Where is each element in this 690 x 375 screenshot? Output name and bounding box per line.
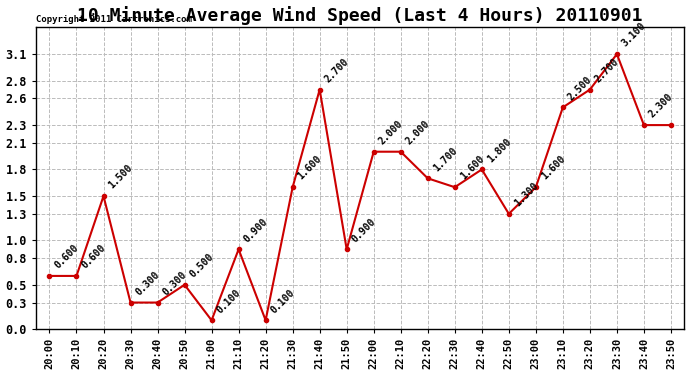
Text: 0.600: 0.600 (80, 243, 108, 271)
Text: 1.600: 1.600 (296, 154, 324, 182)
Text: 2.700: 2.700 (593, 56, 621, 84)
Text: 0.300: 0.300 (161, 269, 188, 297)
Title: 10 Minute Average Wind Speed (Last 4 Hours) 20110901: 10 Minute Average Wind Speed (Last 4 Hou… (77, 6, 643, 24)
Text: Copyright 2011 Cartronics.com: Copyright 2011 Cartronics.com (36, 15, 192, 24)
Text: 2.000: 2.000 (404, 118, 432, 146)
Text: 2.000: 2.000 (377, 118, 405, 146)
Text: 3.100: 3.100 (620, 21, 648, 49)
Text: 1.600: 1.600 (539, 154, 567, 182)
Text: 0.100: 0.100 (269, 287, 297, 315)
Text: 0.500: 0.500 (188, 252, 216, 279)
Text: 1.800: 1.800 (485, 136, 513, 164)
Text: 2.500: 2.500 (566, 74, 594, 102)
Text: 1.700: 1.700 (431, 145, 459, 173)
Text: 0.600: 0.600 (52, 243, 81, 271)
Text: 1.300: 1.300 (512, 181, 540, 209)
Text: 0.900: 0.900 (242, 216, 270, 244)
Text: 1.500: 1.500 (107, 163, 135, 191)
Text: 0.300: 0.300 (134, 269, 161, 297)
Text: 0.100: 0.100 (215, 287, 243, 315)
Text: 0.900: 0.900 (350, 216, 378, 244)
Text: 2.300: 2.300 (647, 92, 675, 120)
Text: 2.700: 2.700 (323, 56, 351, 84)
Text: 1.600: 1.600 (458, 154, 486, 182)
